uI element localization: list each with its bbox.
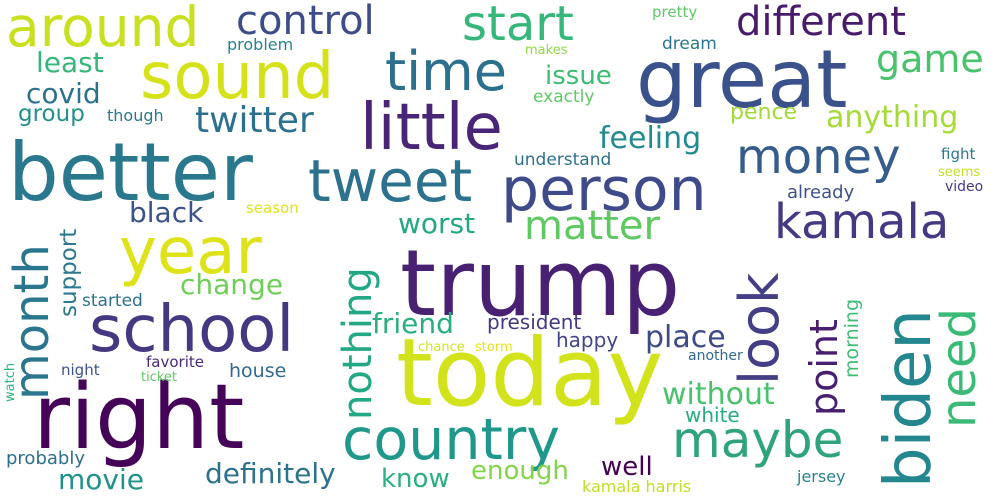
- word-black: black: [129, 196, 204, 229]
- word-matter: matter: [524, 203, 660, 249]
- word-know: know: [381, 464, 450, 494]
- word-twitter: twitter: [195, 100, 314, 141]
- word-group: group: [18, 101, 85, 127]
- word-anything: anything: [826, 100, 959, 135]
- word-pence: pence: [730, 100, 798, 125]
- word-exactly: exactly: [533, 87, 595, 107]
- word-support: support: [56, 228, 82, 317]
- word-enough: enough: [471, 456, 569, 486]
- word-already: already: [787, 182, 855, 203]
- word-nothing: nothing: [335, 267, 381, 420]
- word-house: house: [229, 360, 287, 382]
- word-country: country: [342, 407, 560, 473]
- word-happy: happy: [556, 328, 619, 352]
- word-understand: understand: [514, 150, 612, 170]
- word-night: night: [61, 361, 100, 379]
- word-around: around: [6, 0, 200, 59]
- word-person: person: [501, 155, 707, 225]
- word-probably: probably: [6, 448, 85, 469]
- word-control: control: [236, 0, 375, 44]
- word-without: without: [662, 377, 775, 412]
- word-little: little: [360, 91, 503, 165]
- word-storm: storm: [475, 340, 513, 355]
- word-issue: issue: [545, 61, 612, 91]
- word-time: time: [385, 40, 508, 103]
- word-kamala: kamala: [774, 194, 950, 250]
- word-worst: worst: [398, 207, 476, 240]
- word-president: president: [487, 310, 582, 334]
- word-definitely: definitely: [205, 457, 336, 490]
- word-fight: fight: [941, 145, 976, 163]
- word-watch: watch: [3, 362, 18, 402]
- word-jersey: jersey: [797, 467, 846, 486]
- word-kamala-harris: kamala harris: [582, 477, 692, 496]
- word-change: change: [180, 268, 284, 301]
- word-favorite: favorite: [146, 353, 204, 371]
- word-least: least: [36, 46, 104, 79]
- word-money: money: [736, 129, 901, 185]
- word-dream: dream: [662, 34, 717, 54]
- word-need: need: [931, 308, 987, 428]
- word-makes: makes: [525, 43, 568, 58]
- word-pretty: pretty: [652, 3, 698, 21]
- word-today: today: [396, 319, 664, 428]
- word-point: point: [802, 319, 846, 416]
- word-friend: friend: [372, 307, 454, 340]
- word-look: look: [728, 272, 791, 385]
- word-another: another: [688, 348, 743, 364]
- word-season: season: [246, 199, 299, 217]
- word-place: place: [645, 320, 726, 355]
- word-sound: sound: [140, 40, 335, 114]
- word-video: video: [945, 179, 984, 195]
- word-start: start: [462, 0, 574, 52]
- word-maybe: maybe: [672, 411, 844, 469]
- word-different: different: [736, 0, 906, 45]
- word-movie: movie: [58, 463, 144, 496]
- word-morning: morning: [841, 298, 863, 378]
- word-right: right: [33, 365, 245, 470]
- word-problem: problem: [227, 35, 294, 54]
- word-covid: covid: [26, 77, 101, 110]
- word-game: game: [876, 37, 984, 81]
- word-trump: trump: [400, 230, 681, 337]
- word-tweet: tweet: [308, 147, 473, 215]
- word-better: better: [8, 126, 253, 219]
- word-seems: seems: [938, 165, 981, 180]
- word-feeling: feeling: [599, 121, 702, 156]
- word-though: though: [107, 106, 164, 125]
- word-school: school: [89, 293, 295, 367]
- word-started: started: [82, 291, 143, 311]
- word-white: white: [685, 403, 740, 427]
- word-well: well: [601, 452, 653, 482]
- word-ticket: ticket: [141, 370, 178, 385]
- word-great: great: [636, 33, 848, 126]
- word-chance: chance: [418, 340, 465, 355]
- word-year: year: [119, 215, 262, 289]
